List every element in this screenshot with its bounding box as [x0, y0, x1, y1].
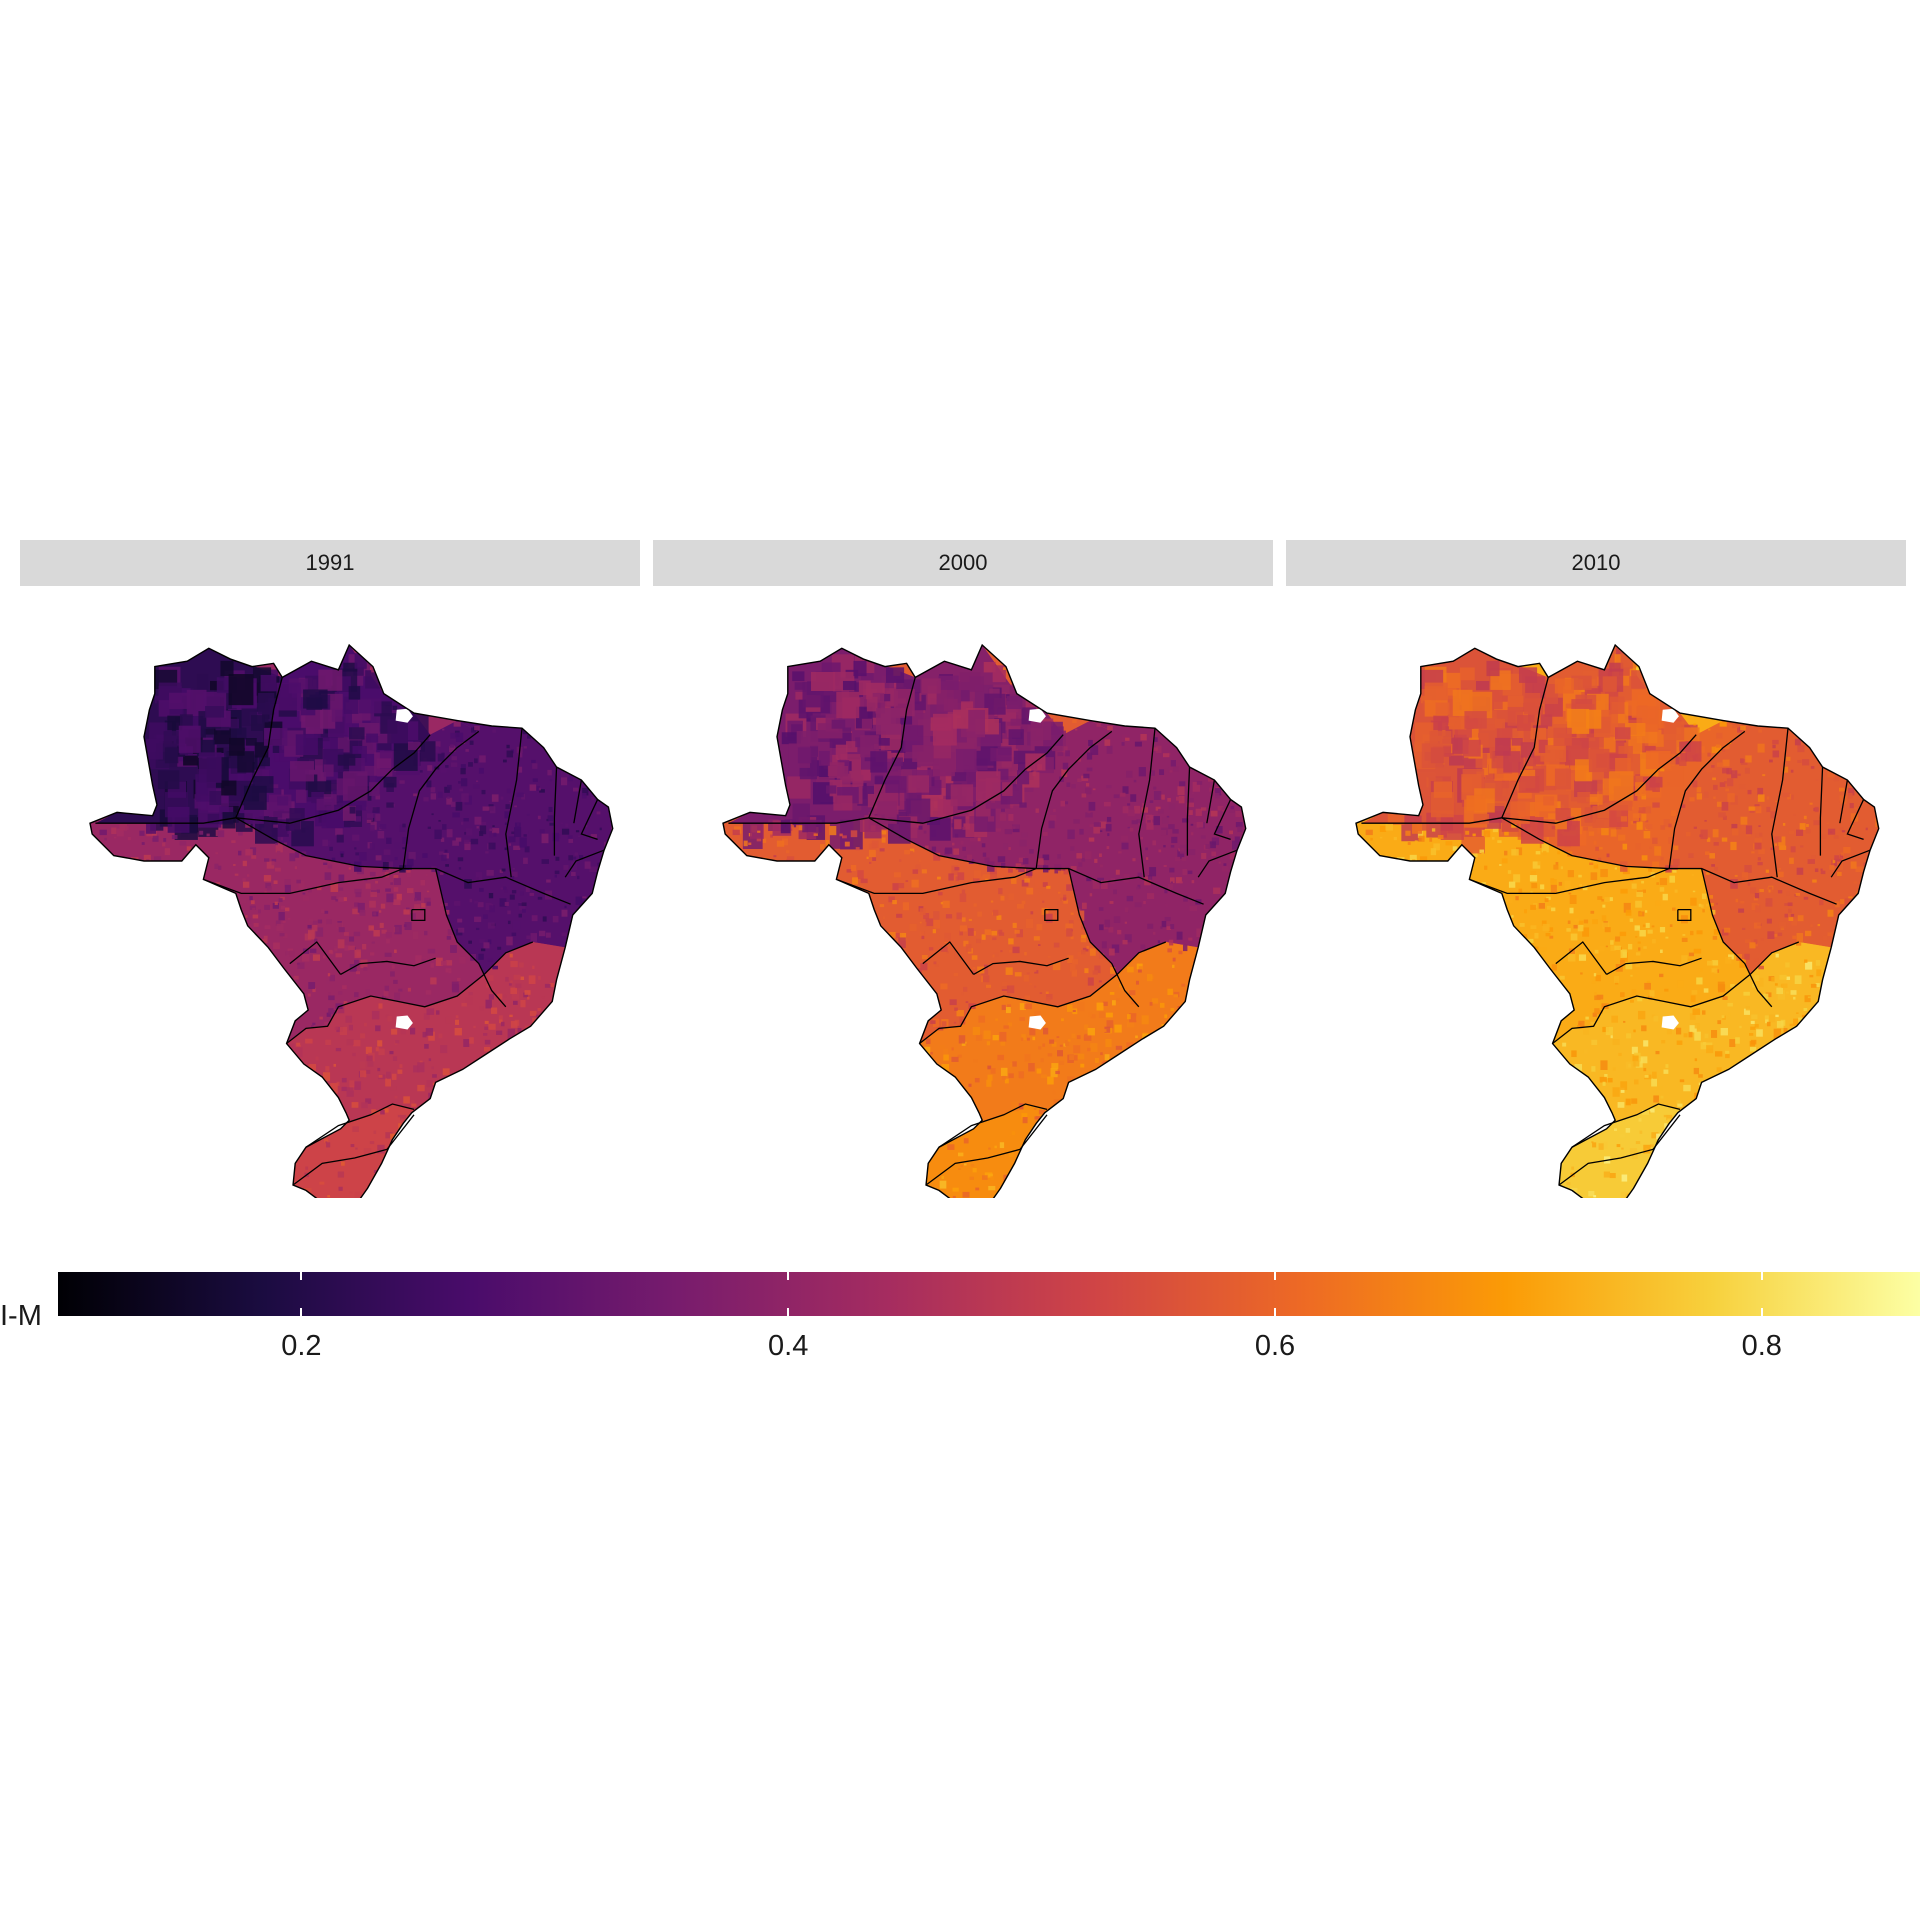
- state-border: [411, 908, 426, 922]
- state-border: [580, 799, 599, 841]
- state-border: [305, 1103, 415, 1148]
- state-border: [1035, 730, 1113, 869]
- state-border: [95, 817, 236, 824]
- state-border: [868, 817, 1037, 870]
- map-panel-2000: [722, 643, 1247, 1198]
- state-border: [505, 728, 523, 878]
- state-border: [1552, 941, 1800, 1045]
- state-border: [1213, 799, 1232, 841]
- state-border: [1830, 849, 1871, 878]
- municipality-cells: [732, 654, 1243, 1198]
- state-border: [235, 677, 283, 819]
- legend-tick-mark: [787, 1272, 790, 1280]
- legend-tick-label: 0.8: [1741, 1330, 1782, 1362]
- state-border: [402, 730, 480, 869]
- state-border: [1501, 734, 1697, 824]
- country-outline: [89, 643, 614, 1198]
- legend-tick-mark: [787, 1308, 790, 1316]
- missing-data-area: [395, 708, 413, 723]
- state-border: [919, 941, 1167, 1045]
- country-outline: [722, 643, 1247, 1198]
- state-border: [1206, 779, 1216, 824]
- missing-data-area: [1028, 708, 1046, 723]
- legend-tick-label: 0.2: [281, 1330, 322, 1362]
- state-border: [1555, 941, 1608, 975]
- state-border: [1700, 868, 1773, 1008]
- legend-tick-label: 0.6: [1254, 1330, 1296, 1362]
- state-border: [203, 867, 404, 895]
- facet-strip-2010: 2010: [1286, 540, 1906, 586]
- missing-data-area: [395, 1015, 413, 1030]
- state-border: [1669, 867, 1837, 905]
- legend-tick-mark: [1760, 1272, 1763, 1280]
- state-border: [868, 734, 1064, 824]
- country-outline: [1355, 643, 1880, 1198]
- state-border: [868, 677, 916, 819]
- legend-tick-label: 0.4: [768, 1330, 809, 1362]
- state-border: [728, 817, 869, 824]
- state-border: [286, 941, 534, 1045]
- municipality-cells: [1365, 648, 1879, 1198]
- legend-tick-mark: [1273, 1272, 1276, 1280]
- state-border: [1839, 779, 1849, 824]
- region-fill-center_west: [1358, 817, 1758, 1065]
- state-border: [1677, 908, 1692, 922]
- state-border: [1044, 908, 1059, 922]
- legend-tick-mark: [1273, 1308, 1276, 1316]
- state-border: [1571, 1103, 1681, 1148]
- state-border: [1197, 849, 1238, 878]
- facet-title: 1991: [305, 550, 355, 575]
- state-border: [1036, 867, 1204, 905]
- state-border: [1501, 677, 1549, 819]
- state-border: [403, 867, 571, 905]
- legend-tick-mark: [300, 1308, 303, 1316]
- state-border: [1771, 728, 1789, 878]
- state-border: [922, 941, 975, 975]
- state-border: [340, 957, 436, 975]
- state-border: [235, 817, 404, 870]
- municipality-cells: [99, 653, 613, 1198]
- state-border: [553, 767, 558, 856]
- missing-data-area: [1661, 1015, 1679, 1030]
- state-border: [235, 734, 431, 824]
- missing-data-area: [1661, 708, 1679, 723]
- state-border: [925, 1114, 1048, 1186]
- legend-colorbar: [58, 1272, 1920, 1316]
- state-border: [1668, 730, 1746, 869]
- facet-strip-1991: 1991: [20, 540, 640, 586]
- state-border: [1606, 957, 1702, 975]
- state-border: [289, 941, 342, 975]
- state-border: [434, 868, 507, 1008]
- state-border: [1846, 799, 1865, 841]
- state-border: [1138, 728, 1156, 878]
- state-border: [292, 1114, 415, 1186]
- state-border: [938, 1103, 1048, 1148]
- state-border: [1186, 767, 1191, 856]
- facet-title: 2000: [938, 550, 988, 575]
- missing-data-area: [1028, 1015, 1046, 1030]
- state-border: [836, 867, 1037, 895]
- state-border: [1819, 767, 1824, 856]
- legend-title: I-M: [0, 1300, 42, 1332]
- state-border: [1469, 867, 1670, 895]
- state-border: [1067, 868, 1140, 1008]
- legend-tick-mark: [300, 1272, 303, 1280]
- facet-strip-2000: 2000: [653, 540, 1273, 586]
- map-panel-2010: [1355, 643, 1880, 1198]
- state-border: [1361, 817, 1502, 824]
- state-border: [564, 849, 605, 878]
- region-fill-center_west: [92, 817, 492, 1065]
- state-border: [573, 779, 583, 824]
- legend-tick-mark: [1760, 1308, 1763, 1316]
- map-panel-1991: [89, 643, 614, 1198]
- facet-title: 2010: [1571, 550, 1621, 575]
- state-border: [973, 957, 1069, 975]
- state-border: [1501, 817, 1670, 870]
- state-border: [1558, 1114, 1681, 1186]
